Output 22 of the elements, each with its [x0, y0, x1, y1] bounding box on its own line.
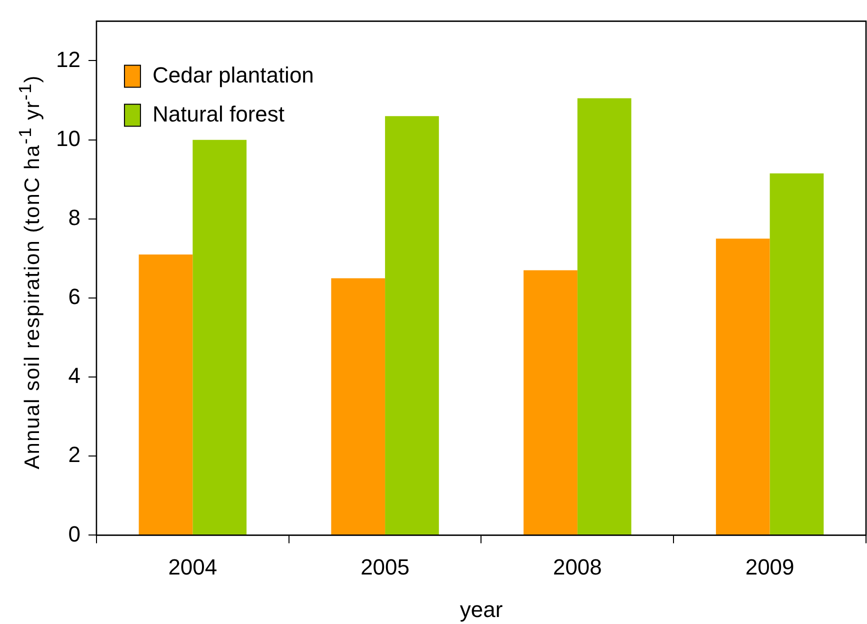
y-tick-label: 4: [68, 363, 80, 388]
bar: [331, 278, 386, 535]
x-tick-label: 2009: [745, 554, 794, 580]
legend-label: Cedar plantation: [152, 62, 314, 88]
y-tick-label: 2: [68, 442, 80, 468]
bar: [577, 98, 632, 535]
bar: [138, 254, 193, 535]
legend-label: Natural forest: [152, 101, 285, 126]
bar: [524, 270, 578, 535]
x-tick-label: 2004: [168, 554, 218, 580]
bar: [770, 173, 824, 535]
bar: [716, 238, 770, 535]
bar: [385, 116, 439, 535]
x-axis-title: year: [460, 596, 503, 622]
y-tick-label: 6: [68, 284, 80, 310]
x-tick-label: 2008: [552, 554, 602, 580]
y-tick-label: 8: [68, 204, 80, 230]
y-tick-label: 10: [56, 126, 80, 151]
y-tick-label: 12: [56, 46, 80, 72]
x-tick-label: 2005: [360, 554, 410, 580]
y-tick-label: 0: [68, 521, 80, 546]
bar: [192, 140, 247, 535]
